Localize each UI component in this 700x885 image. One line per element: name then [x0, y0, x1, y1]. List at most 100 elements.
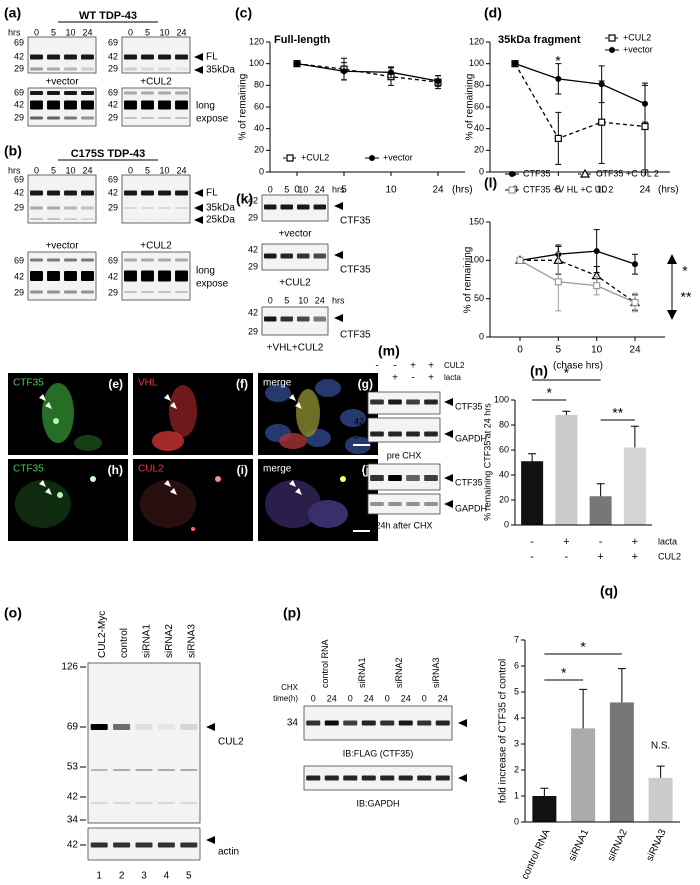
significance: *	[561, 665, 567, 681]
band	[406, 431, 420, 437]
y-tick-label: 0	[259, 166, 264, 176]
label: 5	[284, 295, 289, 305]
panel-label: (j)	[362, 463, 373, 477]
y-tick-label: 60	[474, 101, 484, 111]
label: 5	[51, 27, 56, 37]
band	[175, 54, 188, 60]
blot	[87, 662, 201, 824]
y-tick-label: 100	[469, 255, 484, 265]
band	[64, 271, 77, 281]
label: hrs	[8, 165, 21, 175]
band	[135, 842, 153, 848]
panel-label: (o)	[4, 605, 22, 621]
marker	[609, 47, 615, 53]
cell	[340, 476, 346, 482]
y-tick-label: 40	[499, 469, 509, 479]
band	[280, 204, 294, 210]
pointer	[295, 402, 302, 409]
label: CTF35	[340, 216, 371, 227]
band	[64, 67, 77, 71]
band	[388, 431, 402, 437]
band	[175, 258, 188, 262]
band	[424, 475, 438, 481]
band	[141, 91, 154, 95]
band	[81, 271, 94, 281]
arrowhead	[458, 719, 467, 727]
label: 42	[248, 195, 258, 205]
label: 69	[14, 87, 24, 97]
label: 69	[108, 37, 118, 47]
arrowhead	[194, 66, 203, 74]
label: +	[597, 551, 603, 563]
panel-label: (e)	[108, 377, 123, 391]
label: -	[393, 361, 396, 372]
label: 0	[128, 165, 133, 175]
series-line	[296, 63, 439, 82]
y-tick-label: 40	[474, 123, 484, 133]
chart-title: 35kDa fragment	[498, 34, 581, 46]
band	[113, 802, 131, 804]
band	[424, 399, 438, 405]
band	[158, 291, 171, 293]
band	[81, 116, 94, 120]
label: 69	[108, 174, 118, 184]
band	[124, 291, 137, 293]
panel-label: (p)	[283, 605, 301, 621]
y-axis-label: % of remaining	[238, 74, 249, 141]
band	[343, 720, 358, 726]
bar	[555, 415, 578, 525]
cell	[140, 480, 196, 528]
label: 24h after CHX	[375, 520, 432, 530]
panel-label: (a)	[4, 5, 21, 21]
label: 0	[268, 184, 273, 194]
cell	[191, 527, 195, 531]
y-tick-label: 60	[499, 444, 509, 454]
band	[324, 720, 339, 726]
label: -	[565, 551, 569, 563]
band	[158, 270, 171, 282]
label: 53	[67, 762, 79, 773]
pointer	[39, 394, 46, 401]
band	[135, 802, 153, 804]
label: IB:FLAG (CTF35)	[343, 748, 414, 758]
band	[424, 502, 438, 506]
label: +vector	[45, 77, 79, 88]
label: CUL2	[444, 361, 465, 370]
x-axis-label: (hrs)	[452, 185, 473, 196]
y-tick-label: 0	[504, 519, 509, 529]
stain-label: CTF35	[13, 378, 44, 389]
label: siRNA3	[186, 624, 197, 658]
y-tick-label: 1	[514, 790, 519, 800]
marker	[516, 256, 524, 264]
label: -	[375, 373, 378, 384]
label: 42	[108, 51, 118, 61]
bar	[589, 496, 612, 525]
bar	[609, 702, 634, 822]
arrowhead	[206, 723, 215, 731]
significance: *	[564, 365, 570, 381]
band	[81, 218, 94, 220]
band	[435, 775, 450, 781]
band	[141, 270, 154, 282]
band	[141, 190, 154, 196]
label: 24	[315, 184, 325, 194]
label: pre CHX	[387, 450, 422, 460]
band	[406, 475, 420, 481]
significance: *	[547, 385, 553, 401]
band	[380, 775, 395, 781]
label: FL	[206, 52, 218, 63]
band	[388, 502, 402, 506]
band	[113, 842, 131, 848]
panel-label: (k)	[236, 191, 253, 207]
label: 24	[82, 165, 92, 175]
y-tick-label: 20	[254, 145, 264, 155]
row-label: CUL2	[658, 551, 681, 561]
series-line	[514, 63, 646, 140]
significance: *	[555, 53, 561, 69]
y-axis-label: fold increase of CTF35 cf control	[498, 659, 509, 804]
label: CTF35	[455, 477, 483, 487]
label: 29	[108, 202, 118, 212]
x-tick-label: 5	[556, 185, 562, 196]
label: 29	[248, 212, 258, 222]
label: 24	[82, 27, 92, 37]
